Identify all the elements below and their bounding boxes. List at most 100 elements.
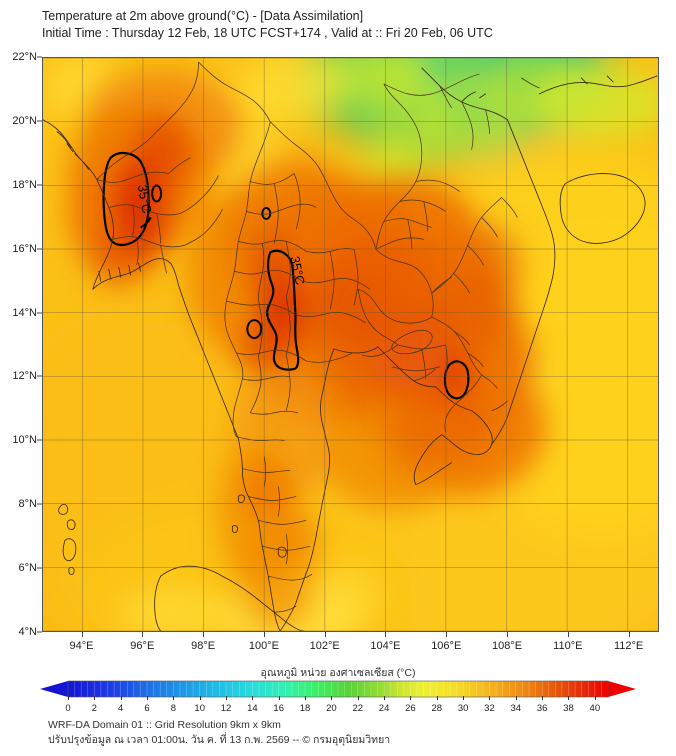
- lon-tick-label: 96°E: [130, 640, 155, 652]
- lon-tick-mark: [446, 632, 448, 637]
- colorbar-tick-label: 38: [563, 703, 574, 714]
- lat-tick-mark: [37, 184, 42, 186]
- map-frame: 35°C 35°C: [42, 57, 659, 632]
- lat-tick-mark: [37, 503, 42, 505]
- lat-tick-label: 12°N: [12, 370, 37, 383]
- lat-tick-label: 22°N: [12, 51, 37, 63]
- map-plot-area: 35°C 35°C: [42, 57, 659, 632]
- footer: WRF-DA Domain 01 :: Grid Resolution 9km …: [48, 718, 648, 748]
- lon-tick-mark: [507, 632, 509, 637]
- colorbar-tick-label: 18: [299, 703, 311, 714]
- contour-label-thailand: 35°C: [287, 255, 308, 286]
- colorbar-tick-mark: [384, 696, 386, 700]
- footer-line-2: ปรับปรุงข้อมูล ณ เวลา 01:00น. วัน ค. ที่…: [48, 734, 391, 746]
- colorbar-tick-label: 16: [273, 703, 285, 714]
- colorbar-tick-mark: [147, 696, 149, 700]
- page-title: Temperature at 2m above ground(°C) - [Da…: [42, 8, 642, 42]
- colorbar-tick-mark: [173, 696, 175, 700]
- colorbar-tick-label: 12: [220, 703, 232, 714]
- lon-tick-mark: [142, 632, 144, 637]
- colorbar-tick-mark: [68, 696, 69, 700]
- colorbar-tick-label: 22: [352, 703, 364, 714]
- colorbar-tick-label: 34: [510, 703, 522, 714]
- lon-tick-mark: [567, 632, 569, 637]
- lat-tick-label: 6°N: [18, 562, 37, 575]
- lat-tick-mark: [37, 375, 42, 377]
- longitude-axis: 94°E 96°E 98°E 100°E 102°E 104°E 106°E 108°E 110…: [42, 632, 659, 656]
- lon-tick-label: 98°E: [191, 640, 216, 652]
- colorbar-tick-label: 10: [194, 703, 205, 714]
- lon-tick-mark: [81, 632, 83, 637]
- lat-tick-label: 4°N: [18, 626, 37, 638]
- lat-tick-label: 18°N: [12, 178, 37, 191]
- lon-tick-label: 94°E: [69, 640, 94, 652]
- lat-tick-label: 8°N: [18, 498, 37, 511]
- colorbar-tick-mark: [463, 696, 465, 700]
- colorbar: [40, 679, 636, 699]
- lon-tick-mark: [324, 632, 326, 637]
- colorbar-tick-mark: [94, 696, 96, 700]
- lon-tick-label: 112°E: [613, 640, 644, 652]
- lat-tick-mark: [37, 56, 42, 58]
- colorbar-tick-label: 32: [484, 703, 495, 714]
- colorbar-tick-label: 20: [326, 703, 337, 714]
- colorbar-tick-label: 4: [118, 703, 124, 714]
- colorbar-tick-mark: [278, 696, 280, 700]
- contour-35c-cambodia: [443, 360, 470, 400]
- colorbar-tick-mark: [357, 696, 359, 700]
- lat-tick-mark: [37, 120, 42, 122]
- lon-tick-mark: [628, 632, 630, 637]
- temperature-field: 35°C 35°C: [43, 58, 658, 631]
- colorbar-tick-label: 24: [378, 703, 390, 714]
- contour-label-myanmar: 35°C: [135, 183, 155, 214]
- colorbar-tick-mark: [252, 696, 254, 700]
- colorbar-tick-mark: [410, 696, 412, 700]
- colorbar-tick-mark: [305, 696, 307, 700]
- colorbar-tick-mark: [515, 696, 517, 700]
- lat-tick-label: 16°N: [12, 242, 37, 255]
- lat-tick-mark: [37, 439, 42, 441]
- lat-tick-mark: [37, 248, 42, 250]
- lon-tick-mark: [203, 632, 205, 637]
- colorbar-tick-label: 28: [431, 703, 443, 714]
- colorbar-tick-label: 14: [247, 703, 258, 714]
- colorbar-tick-label: 0: [65, 703, 71, 714]
- lon-tick-label: 106°E: [431, 640, 462, 652]
- colorbar-tick-label: 26: [405, 703, 416, 714]
- lat-tick-label: 10°N: [12, 434, 37, 447]
- colorbar-tick-label: 2: [91, 703, 97, 714]
- lat-tick-label: 14°N: [12, 306, 37, 319]
- lat-tick-mark: [37, 631, 42, 633]
- lon-tick-label: 100°E: [248, 640, 279, 652]
- colorbar-tick-mark: [594, 696, 596, 700]
- colorbar-tick-label: 6: [144, 703, 150, 714]
- colorbar-title: อุณหภูมิ หน่วย องศาเซลเซียส (°C): [260, 667, 416, 679]
- colorbar-tick-mark: [120, 696, 122, 700]
- footer-line-1: WRF-DA Domain 01 :: Grid Resolution 9km …: [48, 719, 281, 731]
- colorbar-tick-mark: [489, 696, 491, 700]
- colorbar-tick-label: 36: [536, 703, 548, 714]
- colorbar-tick-mark: [542, 696, 544, 700]
- lat-tick-mark: [37, 567, 42, 569]
- title-line-2: Initial Time : Thursday 12 Feb, 18 UTC F…: [42, 26, 493, 40]
- colorbar-tick-label: 8: [170, 703, 177, 714]
- colorbar-tick-label: 30: [457, 703, 469, 714]
- coastlines-layer: [43, 67, 658, 631]
- colorbar-tick-mark: [331, 696, 333, 700]
- colorbar-tick-mark: [226, 696, 228, 700]
- title-line-1: Temperature at 2m above ground(°C) - [Da…: [42, 9, 364, 23]
- lon-tick-mark: [385, 632, 387, 637]
- latitude-axis: 22°N 20°N 18°N 16°N 14°N 12°N 10°N 8°N 6°N 4°N: [0, 51, 42, 638]
- lat-tick-mark: [37, 312, 42, 314]
- lon-tick-label: 108°E: [491, 640, 523, 652]
- lon-tick-mark: [263, 632, 265, 637]
- lon-tick-label: 104°E: [370, 640, 401, 652]
- colorbar-ticks: 0 2 4 6 8 10 12 14 16 18 20 22 24 26 28 30 32 34 36 38 40: [40, 696, 636, 715]
- colorbar-tick-mark: [568, 696, 570, 700]
- colorbar-tick-label: 40: [589, 703, 601, 714]
- lat-tick-label: 20°N: [12, 114, 37, 127]
- lon-tick-label: 110°E: [553, 640, 583, 652]
- lon-tick-label: 102°E: [309, 640, 340, 652]
- colorbar-tick-mark: [436, 696, 438, 700]
